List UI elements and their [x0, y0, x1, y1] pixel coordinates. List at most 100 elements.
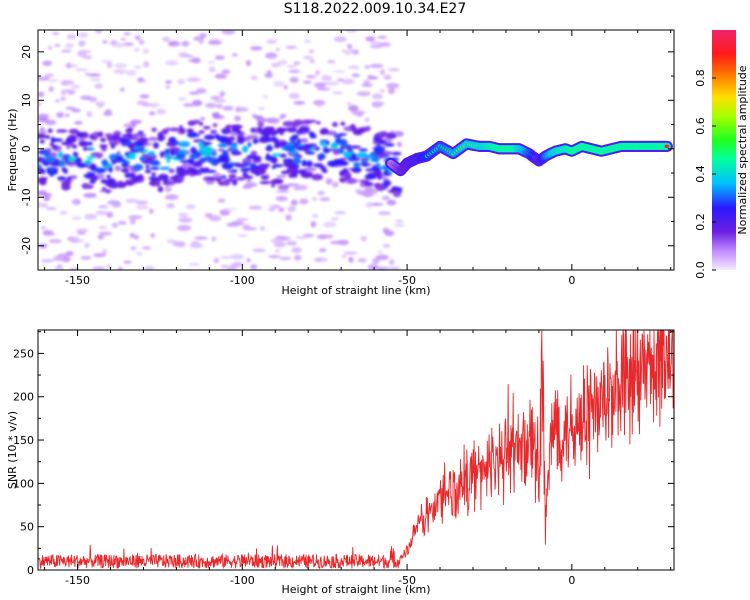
heatmap-cell	[208, 66, 216, 73]
heatmap-cell	[243, 227, 257, 231]
heatmap-cell	[167, 155, 173, 160]
heatmap-cell	[236, 217, 249, 221]
heatmap-cell	[102, 40, 108, 44]
heatmap-cell	[221, 30, 236, 35]
heatmap-cell	[198, 38, 204, 45]
x-tick-label: -50	[398, 574, 416, 587]
heatmap-cell	[259, 131, 268, 135]
heatmap-cell	[211, 236, 216, 242]
heatmap-cell	[230, 253, 245, 260]
heatmap-cell	[64, 113, 70, 118]
heatmap-cell	[94, 83, 103, 89]
heatmap-cell	[348, 65, 360, 70]
heatmap-cell	[214, 73, 227, 79]
heatmap-cell	[145, 165, 150, 169]
heatmap-cell	[345, 30, 358, 33]
heatmap-cell	[279, 140, 288, 147]
heatmap-cell	[311, 173, 323, 181]
heatmap-cell	[135, 200, 148, 205]
heatmap-cell	[216, 176, 222, 184]
heatmap-cell	[89, 136, 99, 140]
heatmap-cell	[97, 169, 106, 173]
heatmap-cell	[72, 200, 79, 205]
heatmap-cell	[71, 108, 81, 113]
y-tick-label: -20	[20, 237, 33, 255]
heatmap-cell	[143, 61, 150, 68]
heatmap-cell	[222, 150, 229, 156]
heatmap-cell	[67, 237, 75, 241]
heatmap-cell	[382, 179, 391, 187]
x-tick-label: 0	[568, 274, 575, 287]
heatmap-cell	[142, 246, 152, 250]
y-tick-label: 150	[13, 434, 34, 447]
heatmap-cell	[42, 150, 51, 157]
heatmap-cell	[278, 60, 288, 65]
heatmap-cell	[281, 170, 289, 175]
heatmap-cell	[202, 146, 214, 154]
heatmap-cell	[262, 95, 269, 98]
heatmap-cell	[178, 52, 189, 58]
heatmap-cell	[185, 204, 196, 210]
heatmap-cell	[363, 154, 375, 159]
heatmap-cell	[276, 175, 287, 178]
heatmap-cell	[78, 142, 89, 147]
heatmap-cell	[257, 107, 265, 110]
heatmap-cell	[204, 167, 209, 172]
heatmap-cell	[126, 181, 134, 186]
heatmap-cell	[103, 111, 113, 116]
heatmap-cell	[89, 179, 96, 184]
heatmap-cell	[129, 147, 135, 151]
heatmap-cell	[272, 164, 284, 168]
heatmap-cell	[334, 211, 347, 214]
heatmap-cell	[260, 135, 271, 140]
heatmap-cell	[217, 143, 228, 148]
heatmap-cell	[387, 87, 395, 95]
heatmap-cell	[217, 198, 226, 203]
heatmap-cell	[60, 49, 72, 53]
heatmap-cell	[38, 129, 47, 135]
heatmap-cell	[83, 193, 97, 198]
heatmap-cell	[195, 160, 205, 164]
heatmap-cell	[60, 79, 75, 86]
heatmap-cell	[73, 157, 83, 164]
heatmap-cell	[277, 128, 283, 134]
heatmap-cell	[121, 167, 130, 173]
heatmap-cell	[371, 166, 381, 171]
heatmap-cell	[105, 189, 111, 194]
heatmap-cell	[42, 60, 53, 66]
heatmap-cell	[179, 169, 186, 176]
heatmap-cell	[303, 56, 313, 59]
heatmap-cell	[236, 176, 246, 181]
heatmap-cell	[289, 76, 299, 83]
heatmap-cell	[330, 216, 339, 221]
heatmap-cell	[363, 181, 374, 187]
heatmap-cell	[265, 52, 278, 59]
heatmap-cell	[186, 158, 195, 163]
heatmap-cell	[80, 255, 92, 260]
heatmap-cell	[106, 264, 111, 269]
y-tick-label: 50	[20, 521, 34, 534]
heatmap-cell	[205, 102, 217, 108]
heatmap-cell	[46, 167, 58, 171]
heatmap-cell	[162, 36, 170, 42]
snr-panel: -150 -100 -50 0 0 50 100 150 200 250 Height of st…	[6, 329, 675, 596]
heatmap-cell	[65, 106, 76, 110]
heatmap-cell	[188, 91, 200, 95]
heatmap-cell	[319, 197, 331, 201]
heatmap-cell	[106, 174, 111, 179]
heatmap-cell	[80, 95, 92, 101]
heatmap-cell	[123, 32, 131, 36]
heatmap-cell	[245, 135, 259, 139]
heatmap-cell	[199, 33, 207, 38]
heatmap-cell	[293, 255, 302, 261]
heatmap-cell	[149, 166, 160, 170]
heatmap-cell	[343, 251, 358, 255]
heatmap-cell	[38, 133, 43, 137]
heatmap-cell	[377, 35, 388, 39]
heatmap-cell	[134, 47, 140, 52]
heatmap-cell	[292, 158, 302, 165]
heatmap-cell	[38, 91, 45, 98]
heatmap-cell	[293, 61, 301, 65]
heatmap-cell	[157, 186, 164, 193]
